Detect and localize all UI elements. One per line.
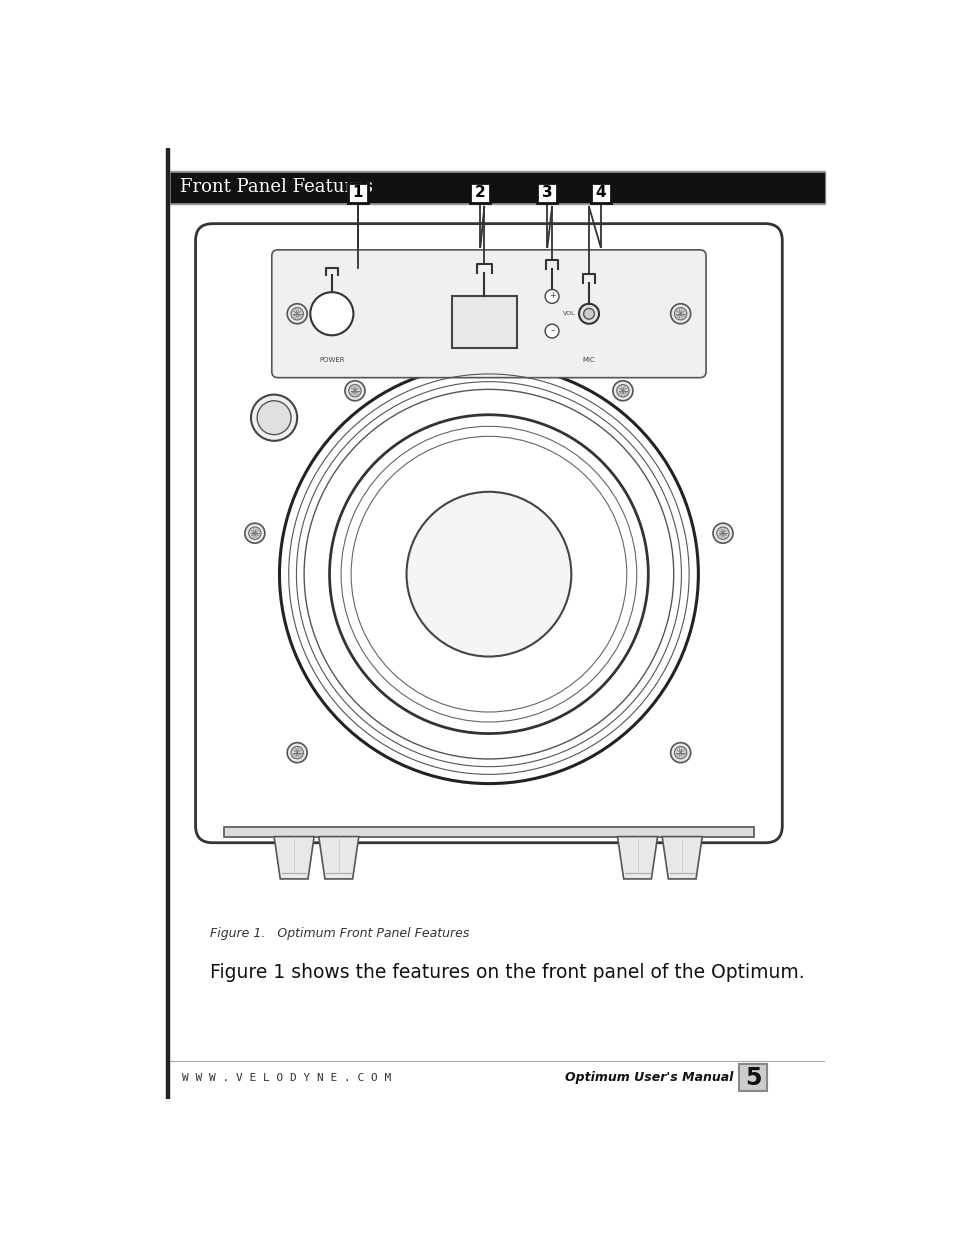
Circle shape — [670, 304, 690, 324]
FancyBboxPatch shape — [272, 249, 705, 378]
Circle shape — [291, 746, 303, 758]
Circle shape — [287, 304, 307, 324]
Text: 1: 1 — [353, 185, 363, 200]
Polygon shape — [617, 836, 657, 879]
Text: Figure 1.   Optimum Front Panel Features: Figure 1. Optimum Front Panel Features — [210, 927, 469, 940]
Circle shape — [583, 309, 594, 319]
Bar — [452, 296, 517, 348]
Bar — [739, 1063, 766, 1092]
Circle shape — [544, 289, 558, 304]
Circle shape — [616, 384, 628, 396]
Circle shape — [279, 364, 698, 783]
Circle shape — [249, 527, 261, 540]
Text: Figure 1 shows the features on the front panel of the Optimum.: Figure 1 shows the features on the front… — [210, 962, 804, 982]
Polygon shape — [661, 836, 701, 879]
Text: 3: 3 — [541, 185, 552, 200]
Circle shape — [670, 742, 690, 763]
Circle shape — [310, 293, 353, 336]
Circle shape — [544, 324, 558, 338]
Circle shape — [674, 308, 686, 320]
Circle shape — [251, 395, 297, 441]
Polygon shape — [274, 836, 314, 879]
Circle shape — [345, 380, 365, 401]
Bar — [171, 173, 823, 203]
Text: +: + — [549, 291, 556, 300]
Circle shape — [329, 415, 648, 734]
Polygon shape — [318, 836, 358, 879]
Text: POWER: POWER — [318, 357, 344, 363]
Text: W W W . V E L O D Y N E . C O M: W W W . V E L O D Y N E . C O M — [181, 1072, 391, 1083]
Circle shape — [406, 492, 571, 657]
Circle shape — [257, 401, 291, 435]
Circle shape — [245, 524, 265, 543]
Bar — [224, 827, 753, 836]
Bar — [166, 148, 169, 1099]
Text: 4: 4 — [595, 185, 605, 200]
FancyBboxPatch shape — [195, 224, 781, 842]
Bar — [470, 183, 490, 203]
Circle shape — [716, 527, 728, 540]
Text: MIC: MIC — [582, 357, 595, 363]
Text: Front Panel Features: Front Panel Features — [180, 179, 373, 196]
Circle shape — [674, 746, 686, 758]
Text: 5: 5 — [744, 1066, 760, 1089]
Bar — [590, 183, 610, 203]
Text: VOL: VOL — [562, 311, 575, 316]
Bar — [537, 183, 557, 203]
Circle shape — [612, 380, 632, 401]
Bar — [170, 172, 824, 204]
Text: Optimum User's Manual: Optimum User's Manual — [565, 1071, 733, 1084]
Text: 2: 2 — [475, 185, 485, 200]
Text: –: – — [550, 326, 555, 335]
Circle shape — [291, 308, 303, 320]
Circle shape — [578, 304, 598, 324]
Circle shape — [287, 742, 307, 763]
Bar — [348, 183, 368, 203]
Circle shape — [712, 524, 732, 543]
Circle shape — [349, 384, 361, 396]
